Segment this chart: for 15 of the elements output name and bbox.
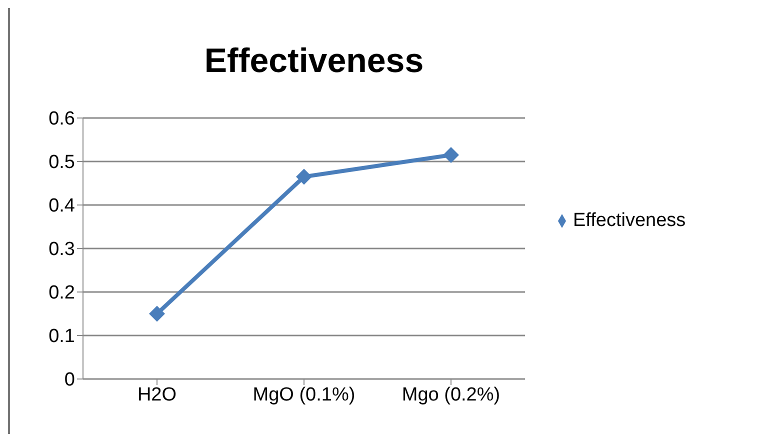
y-tick-label: 0.3 [48, 239, 75, 260]
y-tick-label: 0.6 [48, 108, 75, 130]
x-tick-label: MgO (0.1%) [252, 384, 356, 406]
y-tick-label: 0.4 [48, 196, 76, 217]
y-tick-label: 0.2 [48, 282, 75, 304]
point [443, 146, 459, 163]
legend-label: Effectiveness [573, 210, 686, 231]
point [149, 306, 165, 322]
x-tick-label: Mgo (0.2%) [402, 384, 500, 406]
chart-title: Effectiveness [203, 42, 425, 81]
x-tick-label: H2O [137, 384, 177, 406]
y-tick-label: 0.5 [48, 152, 75, 174]
y-tick-label: 0.1 [48, 326, 75, 348]
point [296, 168, 312, 185]
y-tick-label: 0 [64, 370, 75, 391]
